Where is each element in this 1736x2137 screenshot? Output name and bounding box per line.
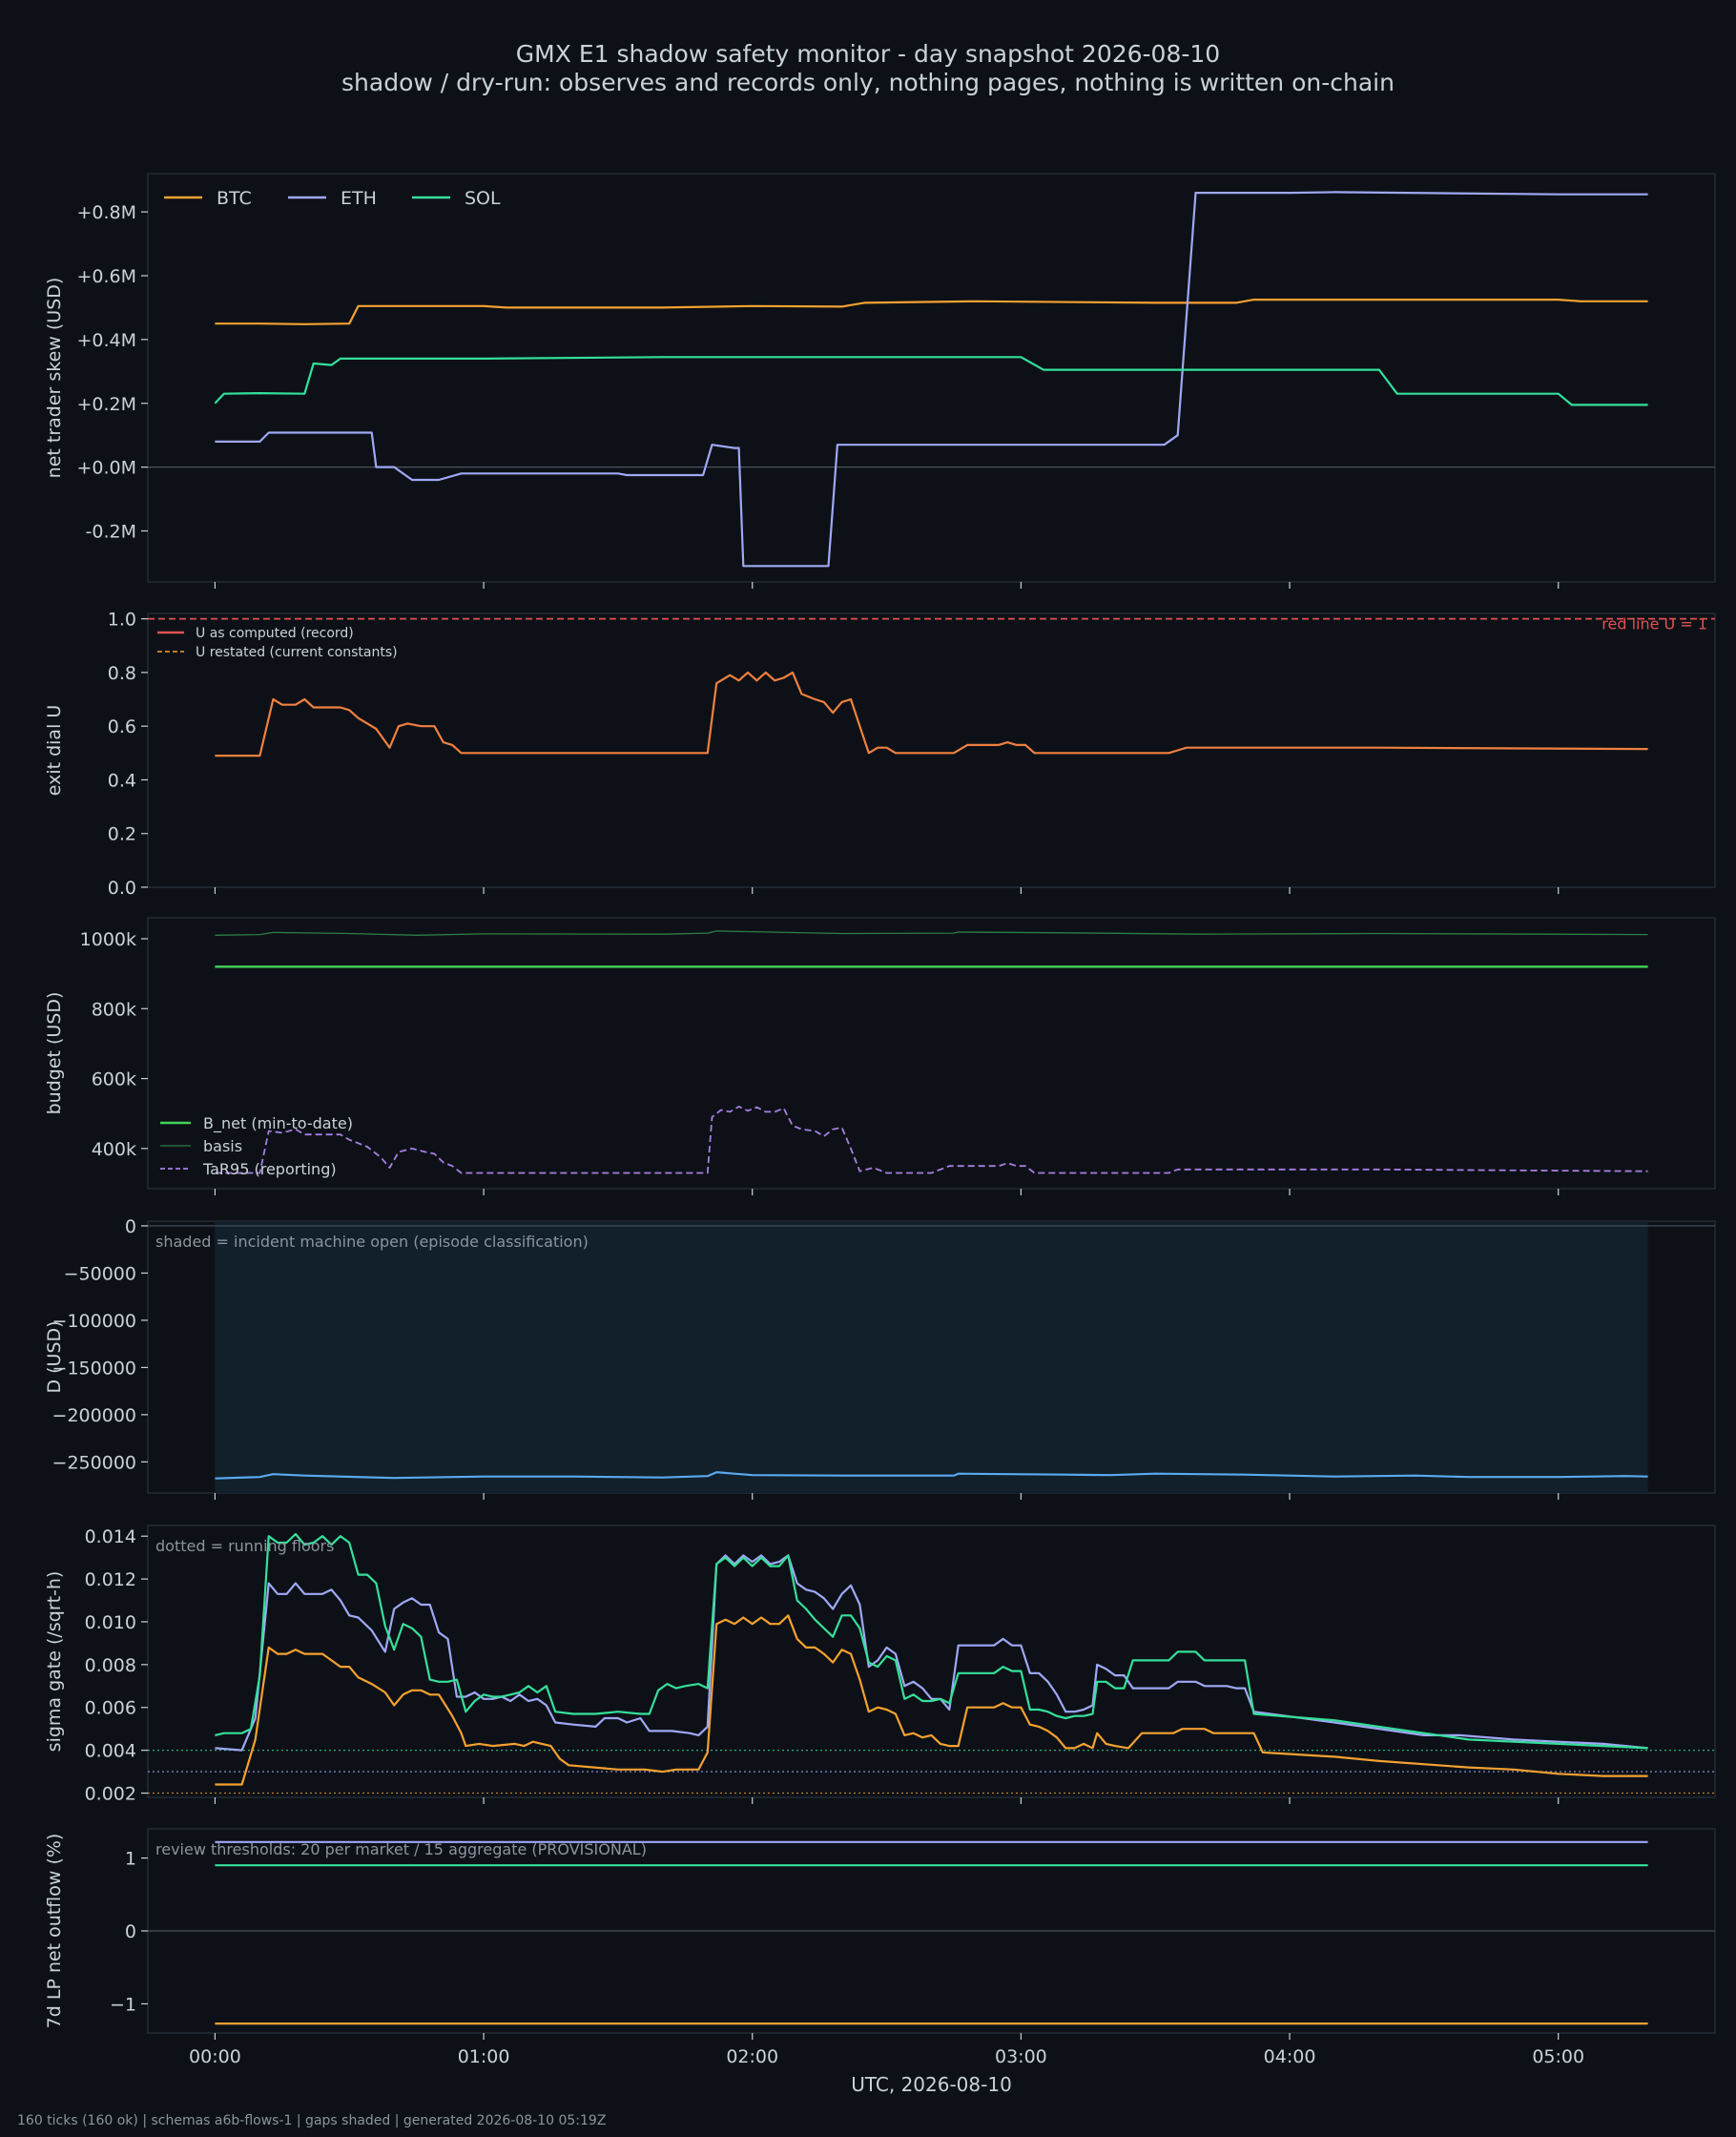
y-tick-label: 0.2: [108, 824, 136, 845]
panel-exit_dial: 0.0 0.2 0.4 0.6 0.8 1.0 exit dial U red line U …: [44, 610, 1716, 899]
chart-title: GMX E1 shadow safety monitor - day snaps…: [515, 40, 1221, 68]
y-axis-label: exit dial U: [44, 705, 65, 797]
panel-frame: [147, 612, 1716, 888]
y-tick-label: 0: [125, 1921, 136, 1942]
y-axis-label: net trader skew (USD): [44, 278, 65, 479]
series-line-sol: [215, 1532, 1648, 1750]
series-line-btc: [215, 1614, 1648, 1786]
x-tick-label: 04:00: [1264, 2046, 1316, 2067]
legend-label-btc: BTC: [217, 188, 252, 209]
y-tick-label: 0.014: [85, 1526, 136, 1547]
panel-frame: [147, 1525, 1716, 1798]
panel-lp_outflow: −1 0 1 00:00 01:00 02:00 03:00 04:00 05:00 7d LP …: [44, 1828, 1716, 2096]
legend-label-tar95-reporting: TaR95 (reporting): [202, 1160, 337, 1178]
x-axis-label: UTC, 2026-08-10: [851, 2073, 1012, 2096]
incident-shade: [215, 1221, 1648, 1493]
y-tick-label: 0.008: [85, 1655, 136, 1676]
y-axis-label: D (USD): [44, 1320, 65, 1393]
y-tick-label: −200000: [52, 1405, 136, 1426]
legend-label-eth: ETH: [341, 188, 377, 209]
panel-drawdown: −250000 −200000 −150000 −100000 −50000 0 D (US…: [44, 1216, 1716, 1500]
y-axis-label: 7d LP net outflow (%): [44, 1834, 65, 2029]
x-tick-label: 01:00: [458, 2046, 510, 2067]
y-tick-label: +0.8M: [76, 202, 136, 223]
panel-annotation: review thresholds: 20 per market / 15 ag…: [155, 1840, 647, 1858]
y-axis-label: sigma gate (/sqrt-h): [44, 1571, 65, 1753]
y-tick-label: +0.4M: [76, 330, 136, 351]
panel-annotation: shaded = incident machine open (episode …: [155, 1233, 589, 1251]
y-tick-label: +0.2M: [76, 394, 136, 415]
y-tick-label: 800k: [92, 999, 136, 1020]
series-line-eth: [215, 191, 1648, 568]
legend-label-u-restated-current-constants: U restated (current constants): [196, 645, 398, 660]
legend-label-b-net-min-to-date: B_net (min-to-date): [203, 1114, 353, 1133]
panel-budget: 400k 600k 800k 1000k budget (USD) B_net (min-…: [44, 917, 1716, 1195]
panel-skew: -0.2M +0.0M +0.2M +0.4M +0.6M +0.8M net trader…: [44, 173, 1716, 589]
x-tick-label: 00:00: [189, 2046, 241, 2067]
y-tick-label: +0.6M: [76, 266, 136, 287]
y-tick-label: 600k: [92, 1069, 136, 1090]
y-tick-label: 0.6: [108, 716, 136, 737]
y-tick-label: −1: [110, 1994, 136, 2015]
y-tick-label: 0.0: [108, 878, 136, 899]
panel-annotation: dotted = running floors: [155, 1537, 334, 1555]
x-tick-label: 05:00: [1532, 2046, 1584, 2067]
x-tick-label: 02:00: [726, 2046, 778, 2067]
y-tick-label: 0: [125, 1216, 136, 1237]
y-tick-label: −50000: [64, 1263, 136, 1284]
series-line-tar95-reporting: [215, 1106, 1648, 1174]
y-tick-label: +0.0M: [76, 458, 136, 479]
y-tick-label: -0.2M: [86, 522, 136, 543]
y-tick-label: 0.8: [108, 663, 136, 684]
y-tick-label: −150000: [52, 1358, 136, 1379]
y-tick-label: −250000: [52, 1452, 136, 1473]
y-tick-label: 1.0: [108, 610, 136, 631]
y-tick-label: 0.002: [85, 1784, 136, 1805]
legend-label-u-as-computed-record: U as computed (record): [196, 626, 354, 641]
y-tick-label: 0.012: [85, 1569, 136, 1590]
series-line-basis: [215, 930, 1648, 936]
y-tick-label: 0.4: [108, 770, 136, 791]
series-line-btc: [215, 299, 1648, 325]
series-line-sol: [214, 356, 1648, 406]
series-line-u-as-computed-record: [215, 671, 1648, 757]
legend-label-basis: basis: [203, 1137, 242, 1155]
footer-status: 160 ticks (160 ok) | schemas a6b-flows-1…: [17, 2113, 607, 2128]
panel-sigma_gate: 0.002 0.004 0.006 0.008 0.010 0.012 0.014 sigma…: [44, 1525, 1716, 1805]
y-tick-label: 0.010: [85, 1612, 136, 1633]
panel-frame: [147, 917, 1716, 1190]
y-tick-label: 0.004: [85, 1741, 136, 1762]
series-line-d: [215, 1471, 1648, 1480]
x-tick-label: 03:00: [995, 2046, 1047, 2067]
y-tick-label: 1: [125, 1849, 136, 1870]
red-line-label: red line U = 1: [1602, 615, 1707, 633]
panel-frame: [147, 173, 1716, 583]
y-axis-label: budget (USD): [44, 992, 65, 1115]
y-tick-label: −100000: [52, 1311, 136, 1332]
legend-label-sol: SOL: [465, 188, 501, 209]
y-tick-label: 1000k: [80, 929, 136, 950]
y-tick-label: 400k: [92, 1139, 136, 1160]
chart-subtitle: shadow / dry-run: observes and records o…: [341, 69, 1395, 96]
y-tick-label: 0.006: [85, 1698, 136, 1719]
